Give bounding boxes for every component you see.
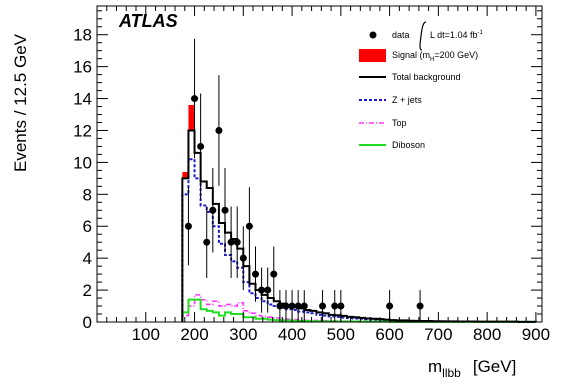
- data-marker: [227, 238, 235, 246]
- x-axis-label-sub: llbb: [442, 366, 461, 380]
- data-marker: [197, 142, 205, 150]
- data-marker: [337, 302, 345, 310]
- y-tick-label: 14: [73, 90, 92, 109]
- data-marker: [221, 206, 229, 214]
- y-tick-label: 16: [73, 58, 92, 77]
- y-tick-label: 12: [73, 121, 92, 140]
- data-point: [245, 187, 253, 266]
- axis-ticks: [96, 6, 542, 323]
- x-axis-label-unit: [GeV]: [473, 357, 516, 376]
- data-marker: [215, 126, 223, 134]
- data-marker: [288, 302, 296, 310]
- data-marker: [416, 302, 424, 310]
- data-point: [276, 290, 284, 322]
- data-marker: [209, 206, 217, 214]
- y-tick-label: 10: [73, 153, 92, 172]
- data-marker: [258, 286, 266, 294]
- data-point: [416, 290, 424, 322]
- x-tick-label: 900: [522, 325, 550, 344]
- plot-frame: [96, 5, 543, 323]
- data-marker: [276, 302, 284, 310]
- signal-series: [182, 104, 195, 179]
- data-point: [221, 168, 229, 253]
- data-series: [184, 38, 424, 322]
- y-tick-label: 18: [73, 26, 92, 45]
- legend-top-label: Top: [392, 118, 407, 128]
- y-axis-label: Events / 12.5 GeV: [11, 33, 30, 172]
- y-tick-label: 2: [83, 281, 92, 300]
- data-point: [251, 246, 259, 302]
- data-marker: [270, 270, 278, 278]
- legend-data-label: data: [392, 30, 410, 40]
- legend-total-label: Total background: [392, 72, 461, 82]
- data-marker: [319, 302, 327, 310]
- data-point: [215, 75, 223, 186]
- data-point: [203, 206, 211, 278]
- signal-bin: [188, 104, 195, 131]
- data-point: [300, 290, 308, 322]
- data-point: [331, 290, 339, 322]
- data-marker: [239, 254, 247, 262]
- x-axis-label-main: m: [428, 357, 442, 376]
- y-tick-label: 4: [83, 249, 92, 268]
- x-tick-labels: 100 200 300 400 500 600 700 800 900: [132, 325, 551, 344]
- integral-sign-icon: [419, 21, 427, 51]
- legend: data L dt=1.04 fb-1 Signal (mH=200 GeV) …: [359, 21, 483, 150]
- data-point: [191, 38, 199, 159]
- data-point: [282, 290, 290, 322]
- data-marker: [233, 238, 241, 246]
- x-tick-label: 500: [327, 325, 355, 344]
- legend-data-lumi: L dt=1.04 fb-1: [430, 30, 483, 40]
- x-tick-label: 700: [424, 325, 452, 344]
- data-marker: [264, 286, 272, 294]
- data-point: [233, 206, 241, 278]
- y-tick-label: 6: [83, 217, 92, 236]
- total-background-histogram: [181, 129, 537, 323]
- data-point: [209, 168, 217, 253]
- data-marker: [282, 302, 290, 310]
- y-tick-labels: 0 2 4 6 8 10 12 14 16 18: [73, 26, 92, 332]
- x-tick-label: 200: [180, 325, 208, 344]
- data-marker: [386, 302, 394, 310]
- data-point: [294, 290, 302, 322]
- legend-zjets-label: Z + jets: [392, 95, 422, 105]
- data-marker: [294, 302, 302, 310]
- atlas-label: ATLAS: [118, 11, 178, 31]
- data-point: [319, 290, 327, 322]
- data-point: [197, 93, 205, 200]
- data-point: [184, 187, 192, 266]
- x-tick-label: 600: [375, 325, 403, 344]
- x-axis-label: mllbb [GeV]: [428, 357, 516, 380]
- data-point: [258, 267, 266, 313]
- legend-data-marker: [369, 31, 377, 39]
- legend-signal-swatch: [359, 49, 386, 62]
- data-marker: [184, 222, 192, 230]
- legend-diboson-label: Diboson: [392, 140, 425, 150]
- data-marker: [251, 270, 259, 278]
- data-marker: [203, 238, 211, 246]
- data-point: [270, 246, 278, 302]
- y-tick-label: 8: [83, 185, 92, 204]
- data-point: [239, 226, 247, 291]
- legend-signal-label: Signal (mH=200 GeV): [392, 50, 478, 63]
- signal-bin: [182, 171, 189, 179]
- data-point: [264, 267, 272, 313]
- data-marker: [300, 302, 308, 310]
- data-marker: [331, 302, 339, 310]
- data-marker: [191, 95, 199, 103]
- x-tick-label: 300: [229, 325, 257, 344]
- total-background-series: [181, 129, 537, 323]
- x-tick-label: 400: [278, 325, 306, 344]
- data-marker: [245, 222, 253, 230]
- data-point: [227, 206, 235, 278]
- x-tick-label: 800: [473, 325, 501, 344]
- y-tick-label: 0: [83, 313, 92, 332]
- x-tick-label: 100: [132, 325, 160, 344]
